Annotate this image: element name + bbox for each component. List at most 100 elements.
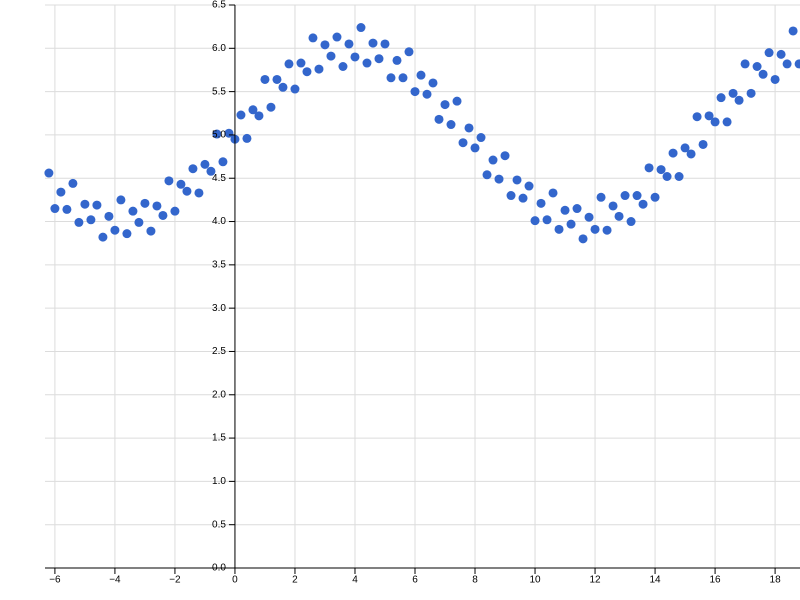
point — [512, 175, 522, 185]
y-tick-label: 1.0 — [212, 476, 226, 487]
y-tick-label: 6.5 — [212, 0, 226, 11]
point — [548, 188, 558, 198]
point — [242, 133, 252, 143]
x-tick-label: −2 — [169, 575, 181, 586]
point — [368, 38, 378, 48]
grid — [45, 4, 800, 569]
point — [620, 191, 630, 201]
point — [194, 188, 204, 198]
point — [344, 39, 354, 49]
point — [680, 143, 690, 153]
point — [794, 59, 800, 69]
point — [392, 55, 402, 65]
point — [272, 74, 282, 84]
point — [56, 187, 66, 197]
point — [290, 84, 300, 94]
point — [716, 93, 726, 103]
point — [332, 32, 342, 42]
point — [494, 174, 504, 184]
point — [164, 176, 174, 186]
y-tick-label: 6.0 — [212, 43, 226, 54]
point — [608, 201, 618, 211]
point — [590, 224, 600, 234]
point — [776, 49, 786, 59]
point — [374, 54, 384, 64]
point — [86, 215, 96, 225]
point — [176, 179, 186, 189]
point — [266, 102, 276, 112]
point — [458, 138, 468, 148]
point — [524, 181, 534, 191]
point — [752, 61, 762, 71]
point — [200, 159, 210, 169]
point — [404, 47, 414, 57]
point — [542, 215, 552, 225]
point — [308, 33, 318, 43]
point — [44, 168, 54, 178]
point — [644, 163, 654, 173]
x-tick-label: 18 — [770, 575, 782, 586]
point — [698, 139, 708, 149]
point — [650, 192, 660, 202]
point — [80, 199, 90, 209]
point — [224, 128, 234, 138]
y-tick-label: 5.0 — [212, 130, 226, 141]
point — [560, 205, 570, 215]
point — [536, 198, 546, 208]
point — [410, 87, 420, 97]
point — [104, 211, 114, 221]
point — [674, 171, 684, 181]
point — [182, 186, 192, 196]
point — [170, 206, 180, 216]
point — [212, 129, 222, 139]
point — [254, 111, 264, 121]
point — [506, 191, 516, 201]
y-tick-label: 1.5 — [212, 433, 226, 444]
point — [302, 67, 312, 77]
point — [602, 225, 612, 235]
point — [740, 59, 750, 69]
point — [50, 204, 60, 214]
point — [584, 212, 594, 222]
x-tick-label: 8 — [472, 575, 478, 586]
point — [152, 201, 162, 211]
point — [704, 111, 714, 121]
point — [728, 88, 738, 98]
point — [500, 151, 510, 161]
point — [662, 171, 672, 181]
point — [92, 200, 102, 210]
point — [338, 61, 348, 71]
x-tick-label: 16 — [710, 575, 722, 586]
point — [386, 73, 396, 83]
point — [788, 26, 798, 36]
y-tick-label: 3.0 — [212, 303, 226, 314]
x-tick-label: 6 — [412, 575, 418, 586]
point — [476, 133, 486, 143]
point — [770, 74, 780, 84]
point — [434, 114, 444, 124]
point — [626, 217, 636, 227]
y-tick-label: 3.5 — [212, 259, 226, 270]
y-tick-label: 0.0 — [212, 563, 226, 574]
point — [422, 89, 432, 99]
y-tick-label: 4.5 — [212, 173, 226, 184]
point — [128, 206, 138, 216]
point — [632, 191, 642, 201]
point — [206, 166, 216, 176]
point — [134, 217, 144, 227]
x-tick-label: −6 — [49, 575, 61, 586]
point — [440, 100, 450, 110]
point — [758, 69, 768, 79]
point — [320, 40, 330, 50]
y-tick-label: 5.5 — [212, 86, 226, 97]
point — [596, 192, 606, 202]
point — [614, 211, 624, 221]
point — [296, 58, 306, 68]
point — [350, 52, 360, 62]
point — [578, 234, 588, 244]
point — [530, 216, 540, 226]
point — [416, 70, 426, 80]
point — [380, 39, 390, 49]
point — [248, 105, 258, 115]
